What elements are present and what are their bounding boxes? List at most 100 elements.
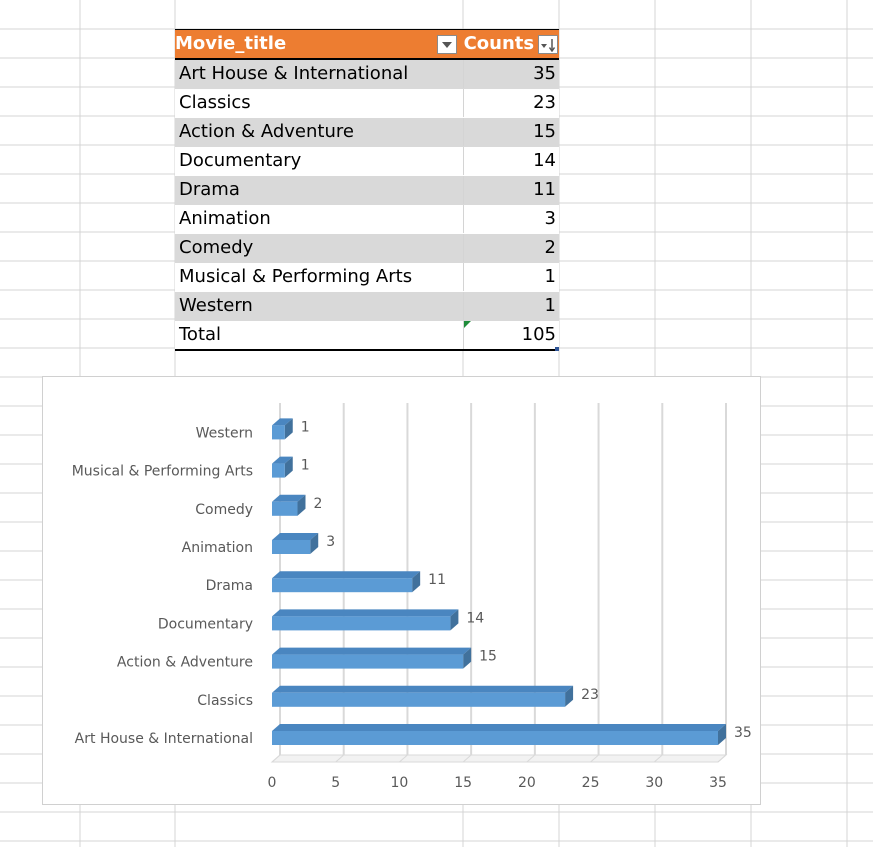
bar-chart[interactable]: 0 5 10 15 20 25 30 35 Art House & International 3… [42,376,761,805]
y-category-label: Western [196,425,253,441]
total-row: Total 105 [175,320,559,351]
x-tick-label: 25 [582,775,600,791]
x-tick-label: 20 [518,775,536,791]
x-tick-label: 0 [268,775,277,791]
count-cell[interactable]: 14 [463,146,559,176]
count-cell[interactable]: 3 [463,204,559,234]
data-label: 2 [313,496,322,512]
total-label: Total [175,320,464,351]
bar-side-face [565,685,574,707]
bar[interactable] [272,501,298,516]
header-movie-title: Movie_title [175,29,464,60]
chart-gridline-depth [653,754,663,763]
chart-gridline-depth [271,754,281,763]
count-cell[interactable]: 1 [463,262,559,292]
bar[interactable] [272,692,566,707]
movie-counts-table: Movie_title Counts Art House & Internati… [175,29,559,351]
y-category-label: Documentary [158,616,253,632]
bar-side-face [463,647,472,669]
table-row: Comedy 2 [175,233,559,263]
movie-title-cell[interactable]: Documentary [175,146,464,176]
bar-side-face [718,724,726,745]
bar-top-face [272,533,319,540]
bar-side-face [284,456,293,478]
data-label: 15 [479,649,497,665]
y-category-label: Comedy [195,502,253,518]
chevron-down-icon [442,41,452,48]
bar-top-face [272,647,472,655]
x-tick-label: 10 [391,775,409,791]
data-label: 35 [734,725,752,741]
chart-gridline-depth [335,754,345,763]
bar-side-face [297,494,306,516]
chart-gridline-depth [399,754,408,763]
data-label: 14 [466,610,484,626]
y-category-label: Art House & International [75,731,253,747]
bar[interactable] [272,540,311,554]
bar[interactable] [272,731,718,745]
movie-title-cell[interactable]: Musical & Performing Arts [175,262,464,292]
data-label: 23 [581,687,599,703]
bar-side-face [412,571,421,593]
y-category-label: Animation [182,540,253,556]
y-category-label: Musical & Performing Arts [72,464,253,480]
header-counts-label: Counts [463,33,535,54]
bar-top-face [272,685,574,693]
movie-title-cell[interactable]: Art House & International [175,59,464,89]
bar-top-face [272,571,421,579]
movie-title-cell[interactable]: Animation [175,204,464,234]
bar-top-face [272,456,293,464]
count-cell[interactable]: 1 [463,291,559,321]
bar-side-face [284,418,293,440]
x-tick-label: 15 [454,775,472,791]
data-label: 1 [301,458,310,474]
header-movie-title-label: Movie_title [175,33,287,54]
total-value-cell[interactable]: 105 [463,320,559,351]
count-cell[interactable]: 2 [463,233,559,263]
bar-top-face [272,494,306,502]
sort-descending-button[interactable] [538,35,558,54]
sort-descending-icon [541,38,556,52]
count-cell[interactable]: 15 [463,117,559,147]
bar[interactable] [272,654,464,669]
bar[interactable] [272,425,285,440]
bar-top-face [272,418,293,426]
table-row: Documentary 14 [175,146,559,176]
bar[interactable] [272,578,413,593]
bar[interactable] [272,463,285,478]
x-tick-label: 30 [645,775,663,791]
error-indicator-icon [464,321,472,328]
bar-side-face [310,533,319,554]
chart-plot-area: 0 5 10 15 20 25 30 35 Art House & International 3… [72,403,752,791]
table-row: Classics 23 [175,88,559,118]
table-row: Art House & International 35 [175,59,559,89]
movie-title-cell[interactable]: Comedy [175,233,464,263]
chart-gridline-depth [717,754,727,763]
table-row: Western 1 [175,291,559,321]
table-resize-handle[interactable] [555,347,559,351]
count-cell[interactable]: 23 [463,88,559,118]
bar-side-face [450,609,459,631]
table-row: Drama 11 [175,175,559,205]
movie-title-cell[interactable]: Drama [175,175,464,205]
movie-title-cell[interactable]: Action & Adventure [175,117,464,147]
data-label: 1 [301,419,310,435]
y-category-label: Drama [206,578,253,594]
y-category-label: Action & Adventure [117,655,253,671]
count-cell[interactable]: 35 [463,59,559,89]
chart-gridline-depth [462,754,472,763]
movie-title-cell[interactable]: Western [175,291,464,321]
filter-dropdown-button[interactable] [437,35,457,54]
chart-gridline-depth [526,754,536,763]
x-tick-label: 35 [709,775,727,791]
x-tick-label: 5 [331,775,340,791]
total-value: 105 [521,324,556,345]
chart-gridline-depth [590,754,599,763]
count-cell[interactable]: 11 [463,175,559,205]
bar[interactable] [272,616,451,631]
movie-title-cell[interactable]: Classics [175,88,464,118]
data-label: 3 [326,534,335,550]
data-label: 11 [428,572,446,588]
bar-top-face [272,609,459,617]
header-counts: Counts [463,29,559,60]
